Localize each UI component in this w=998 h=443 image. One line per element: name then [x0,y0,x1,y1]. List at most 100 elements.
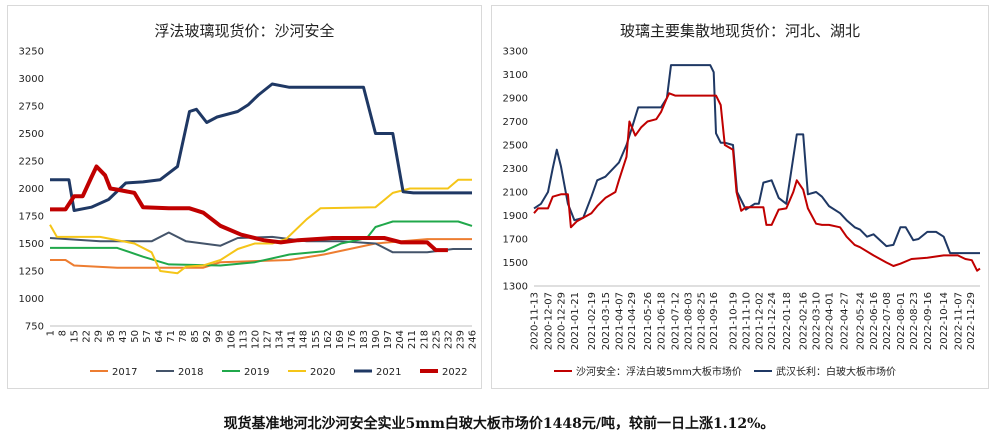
x-tick-label: 85 [190,330,201,343]
series-line-wuhan [533,64,980,255]
x-tick-label: 2021-12-24 [767,292,778,350]
x-tick-label: 22 [82,330,93,343]
y-tick-label: 1750 [19,212,44,223]
x-tick-label: 162 [323,330,334,349]
x-tick-label: 2021-09-16 [709,292,720,350]
x-tick-label: 29 [94,330,105,343]
y-tick-label: 3100 [503,70,528,81]
x-tick-label: 2021-11-10 [741,292,752,350]
y-tick-label: 1900 [503,211,528,222]
x-tick-label: 92 [202,330,213,343]
x-tick-label: 218 [419,330,430,349]
x-tick-label: 2021-08-25 [696,292,707,350]
legend-label-2022: 2022 [442,367,467,378]
x-tick-label: 113 [238,330,249,349]
x-tick-label: 2022-04-01 [824,292,835,350]
y-tick-label: 750 [25,322,44,333]
y-tick-label: 2000 [19,184,44,195]
x-tick-label: 134 [275,330,286,349]
series-line-2020 [49,178,472,275]
y-tick-label: 3300 [503,47,528,58]
x-tick-label: 2022-03-10 [812,292,823,350]
x-tick-label: 155 [311,330,322,349]
series-line-shahe [533,92,981,272]
x-tick-label: 106 [226,330,237,349]
x-tick-label: 2021-08-03 [683,292,694,350]
y-tick-label: 2750 [19,102,44,113]
x-tick-label: 2021-06-18 [657,292,668,350]
x-tick-label: 8 [58,330,69,336]
y-tick-label: 2700 [503,117,528,128]
x-tick-label: 239 [455,330,466,349]
series-line-2021 [50,82,472,212]
x-tick-label: 2022-09-16 [923,292,934,350]
x-tick-label: 141 [287,330,298,349]
x-tick-label: 2021-12-02 [754,292,765,350]
chart-right-title: 玻璃主要集散地现货价：河北、湖北 [619,22,860,40]
x-tick-label: 78 [178,330,189,343]
x-tick-label: 2021-03-15 [601,292,612,350]
series-line-2022 [50,164,448,253]
chart-left-title: 浮法玻璃现货价：沙河安全 [154,22,335,40]
x-tick-label: 2022-11-29 [966,292,977,350]
x-tick-label: 43 [118,330,129,343]
x-tick-label: 120 [250,330,261,349]
legend-label-wuhan: 武汉长利：白玻大板市场价 [776,365,896,378]
x-tick-label: 2021-07-12 [671,292,682,350]
x-tick-label: 211 [407,330,418,349]
x-tick-label: 2020-12-07 [544,292,555,350]
x-tick-label: 183 [359,330,370,349]
legend-label-2020: 2020 [310,367,335,378]
y-tick-label: 1500 [19,239,44,250]
legend-label-2017: 2017 [112,367,137,378]
x-tick-label: 2022-01-18 [782,292,793,350]
chart-left: 浮法玻璃现货价：沙河安全 750 1000 1250 1500 1750 2000 2250… [7,5,482,389]
x-tick-label: 2020-11-13 [530,292,541,350]
x-tick-label: 2021-01-21 [570,292,581,350]
series-line-2018 [49,231,472,254]
x-tick-label: 2022-05-24 [856,292,867,350]
y-tick-label: 1000 [19,294,44,305]
x-tick-label: 2022-04-27 [840,292,851,350]
y-tick-label: 2900 [503,94,528,105]
x-tick-label: 2022-02-16 [799,292,810,350]
x-tick-label: 2022-11-07 [953,292,964,350]
x-tick-label: 204 [395,330,406,349]
x-tick-label: 2022-10-14 [939,292,950,350]
x-tick-label: 50 [130,330,141,343]
x-tick-label: 246 [468,330,479,349]
y-tick-label: 1500 [503,258,528,269]
chart-left-svg: 7501000125015001750200022502500275030003… [19,47,479,379]
x-tick-label: 232 [443,330,454,349]
x-tick-label: 2021-05-26 [643,292,654,350]
y-tick-label: 1250 [19,267,44,278]
y-tick-label: 2100 [503,188,528,199]
x-tick-label: 2021-10-19 [729,292,740,350]
x-tick-label: 2022-07-08 [882,292,893,350]
legend-label-2021: 2021 [376,367,401,378]
x-tick-label: 197 [383,330,394,349]
x-tick-label: 2021-04-07 [614,292,625,350]
summary-caption: 现货基准地河北沙河安全实业5mm白玻大板市场价1448元/吨，较前一日上涨1.1… [223,416,775,432]
x-tick-label: 148 [299,330,310,349]
x-tick-label: 127 [263,330,274,349]
x-tick-label: 57 [142,330,153,343]
x-tick-label: 71 [166,330,177,343]
x-tick-label: 99 [214,330,225,343]
y-tick-label: 2500 [503,141,528,152]
x-tick-label: 15 [70,330,81,343]
y-tick-label: 1300 [503,282,528,293]
x-tick-label: 1 [46,330,57,336]
x-tick-label: 2022-06-16 [869,292,880,350]
x-tick-label: 169 [335,330,346,349]
x-tick-label: 225 [431,330,442,349]
x-tick-label: 2021-04-29 [627,292,638,350]
chart-right: 玻璃主要集散地现货价：河北、湖北 1300 1500 1700 1900 2100 230… [491,5,989,389]
x-tick-label: 2022-08-23 [909,292,920,350]
x-tick-label: 64 [154,330,165,343]
series-line-2019 [50,220,473,267]
x-tick-label: 2022-08-01 [896,292,907,350]
chart-right-svg: 1300 1500 1700 1900 2100 2300 2500 2700 2900 3100… [503,47,981,378]
x-tick-label: 36 [106,330,117,343]
x-tick-label: 2020-12-29 [556,292,567,350]
